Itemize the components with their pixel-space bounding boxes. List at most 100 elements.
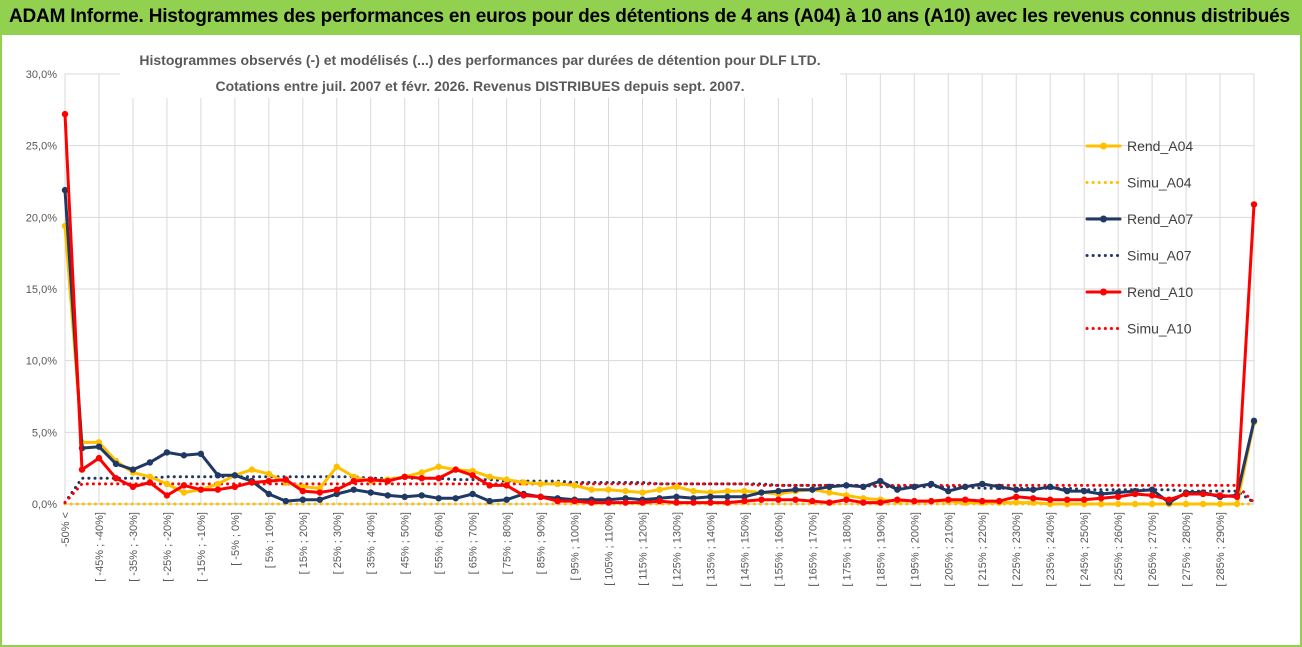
data-point-rend_a10 (129, 483, 137, 490)
data-point-rend_a07 (894, 486, 901, 493)
data-point-rend_a04 (180, 489, 188, 496)
data-point-rend_a07 (418, 492, 425, 499)
data-point-rend_a10 (571, 497, 578, 505)
legend-label-simu_a04: Simu_A04 (1127, 175, 1192, 191)
header-title: ADAM Informe. Histogrammes des performan… (9, 6, 1290, 27)
data-point-rend_a10 (928, 497, 935, 505)
y-tick-label: 25,0% (26, 141, 57, 153)
data-point-rend_a10 (996, 497, 1003, 505)
data-point-rend_a07 (1013, 486, 1020, 493)
data-point-rend_a10 (707, 499, 714, 506)
data-point-rend_a10 (282, 476, 290, 483)
data-point-rend_a04 (520, 479, 527, 486)
data-point-rend_a10 (469, 472, 476, 479)
data-point-rend_a04 (1013, 499, 1020, 506)
x-tick-label: [ -35% ; -30%] (128, 512, 140, 582)
data-point-rend_a07 (792, 486, 799, 493)
data-point-rend_a10 (775, 496, 782, 503)
series-line-rend_a07 (63, 188, 1256, 505)
data-point-rend_a07 (775, 487, 782, 495)
x-tick-label: -50% < (60, 512, 72, 547)
data-point-rend_a07 (435, 495, 442, 502)
data-point-rend_a10 (1165, 496, 1173, 503)
x-tick-label: [ 205% ; 210%] (943, 512, 955, 587)
data-point-rend_a04 (486, 473, 493, 480)
data-point-rend_a04 (418, 469, 425, 476)
data-point-rend_a10 (1013, 493, 1020, 501)
data-point-rend_a10 (758, 496, 765, 503)
x-tick-label: [ 175% ; 180%] (841, 512, 853, 587)
data-point-rend_a07 (452, 495, 459, 502)
x-tick-label: [ 255% ; 260%] (1113, 512, 1125, 587)
data-point-rend_a07 (860, 483, 867, 490)
data-point-rend_a10 (1182, 490, 1190, 498)
data-point-rend_a10 (214, 486, 222, 493)
data-point-rend_a10 (418, 475, 425, 482)
data-point-rend_a07 (61, 186, 69, 194)
data-point-rend_a07 (843, 482, 850, 489)
data-point-rend_a10 (860, 499, 867, 506)
data-point-rend_a04 (690, 487, 697, 495)
data-point-rend_a04 (1148, 500, 1156, 508)
data-point-rend_a10 (792, 496, 799, 503)
x-tick-label: [ 85% ; 90%] (536, 512, 548, 574)
data-point-rend_a04 (214, 480, 222, 488)
data-point-rend_a10 (1046, 496, 1054, 503)
chart-subtitle-line: Histogrammes observés (-) et modélisés (… (139, 52, 820, 68)
data-point-rend_a04 (588, 486, 595, 493)
legend-label-rend_a07: Rend_A07 (1127, 211, 1193, 227)
data-point-rend_a07 (299, 496, 306, 503)
data-point-rend_a10 (163, 492, 171, 499)
data-point-rend_a10 (639, 499, 646, 506)
x-tick-label: [ 275% ; 280%] (1181, 512, 1193, 587)
data-point-rend_a04 (163, 480, 171, 488)
data-point-rend_a10 (979, 497, 986, 505)
y-tick-label: 10,0% (26, 356, 57, 368)
series-line-rend_a04 (63, 224, 1256, 506)
data-point-rend_a07 (503, 496, 510, 503)
data-point-rend_a10 (316, 489, 323, 496)
x-tick-label: [ 195% ; 200%] (909, 512, 921, 587)
data-point-rend_a10 (146, 479, 154, 486)
data-point-rend_a10 (656, 497, 663, 505)
data-point-rend_a07 (1046, 483, 1054, 490)
x-tick-label: [ 5% ; 10%] (264, 512, 276, 568)
legend-label-simu_a07: Simu_A07 (1127, 248, 1192, 264)
data-point-rend_a10 (197, 486, 205, 493)
data-point-rend_a10 (809, 497, 816, 505)
x-tick-label: [ -25% ; -20%] (162, 512, 174, 582)
data-point-rend_a07 (316, 496, 323, 503)
legend-label-rend_a10: Rend_A10 (1127, 284, 1193, 300)
data-point-rend_a10 (1080, 496, 1088, 503)
legend-marker-rend_a04 (1100, 142, 1107, 150)
x-tick-label: [ 215% ; 220%] (977, 512, 989, 587)
data-point-rend_a10 (61, 110, 69, 118)
x-tick-label: [ 95% ; 100%] (570, 512, 582, 581)
data-point-rend_a04 (622, 487, 629, 495)
x-tick-label: [ 165% ; 170%] (807, 512, 819, 587)
x-tick-label: [ 35% ; 40%] (366, 512, 378, 574)
data-point-rend_a10 (554, 497, 561, 505)
data-point-rend_a07 (350, 486, 357, 493)
data-point-rend_a04 (724, 487, 731, 495)
data-point-rend_a10 (690, 499, 697, 506)
data-point-rend_a10 (962, 496, 969, 503)
data-point-rend_a10 (673, 499, 680, 506)
data-point-rend_a10 (1114, 493, 1122, 501)
data-point-rend_a10 (1063, 496, 1071, 503)
x-tick-label: [ 145% ; 150%] (739, 512, 751, 587)
data-point-rend_a07 (809, 486, 816, 493)
x-tick-label: [ 115% ; 120%] (638, 512, 650, 586)
y-tick-label: 20,0% (26, 212, 57, 224)
data-point-rend_a10 (401, 473, 408, 480)
data-point-rend_a04 (1097, 500, 1105, 508)
data-point-rend_a07 (197, 450, 205, 458)
data-point-rend_a10 (622, 499, 629, 506)
data-point-rend_a07 (1080, 487, 1088, 495)
data-point-rend_a07 (401, 493, 408, 501)
data-point-rend_a10 (78, 466, 86, 473)
data-point-rend_a10 (945, 496, 952, 503)
x-tick-label: [ 15% ; 20%] (298, 512, 310, 574)
